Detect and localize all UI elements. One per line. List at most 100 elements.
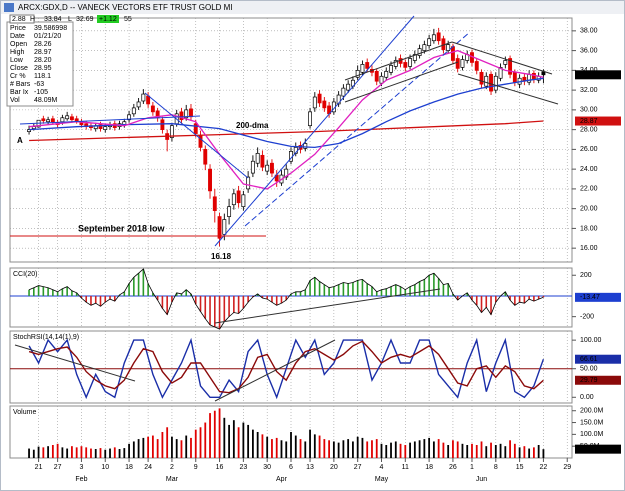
panel-frame bbox=[9, 267, 573, 328]
last-value-marker bbox=[575, 444, 621, 454]
candle-body bbox=[308, 111, 313, 127]
trendline bbox=[144, 92, 249, 179]
last-value-label: 29.79 bbox=[580, 377, 598, 384]
y-tick-label: 50.00 bbox=[580, 366, 598, 373]
candle-body bbox=[193, 123, 198, 134]
candle-body bbox=[141, 93, 146, 102]
candle-body bbox=[74, 118, 79, 122]
x-tick-label: 27 bbox=[54, 464, 62, 471]
candle-body bbox=[317, 93, 322, 104]
info-label: # Bars bbox=[10, 81, 31, 88]
candle-body bbox=[208, 168, 212, 192]
x-tick-label: 20 bbox=[330, 464, 338, 471]
candle-body bbox=[446, 44, 451, 51]
x-tick-label: 18 bbox=[125, 464, 133, 471]
info-label: Cr % bbox=[10, 73, 26, 80]
quote-text: 2.88 bbox=[12, 16, 26, 23]
candle-body bbox=[408, 58, 413, 67]
x-tick-label: 8 bbox=[494, 464, 498, 471]
candle-body bbox=[412, 54, 417, 61]
trendline bbox=[19, 115, 201, 125]
last-value-label: 37.40M bbox=[580, 446, 604, 453]
candle-body bbox=[46, 119, 51, 123]
candle-body bbox=[27, 129, 32, 132]
candle-body bbox=[450, 46, 455, 61]
x-tick-label: 30 bbox=[263, 464, 271, 471]
candle-body bbox=[150, 105, 155, 113]
info-value: -105 bbox=[34, 89, 48, 96]
moving-average bbox=[29, 120, 544, 142]
candle-body bbox=[531, 72, 536, 80]
info-label: Close bbox=[10, 65, 28, 72]
quote-text: H bbox=[30, 16, 35, 23]
info-value: 01/21/20 bbox=[34, 33, 61, 40]
trendline bbox=[214, 15, 415, 247]
candle-body bbox=[474, 61, 479, 71]
candle-body bbox=[541, 71, 546, 76]
x-tick-label: 26 bbox=[449, 464, 457, 471]
quote-text: 32.69 bbox=[76, 16, 94, 23]
candle-body bbox=[255, 152, 260, 164]
candle-body bbox=[103, 126, 108, 130]
y-tick-label: 150.0M bbox=[580, 419, 604, 426]
trendline bbox=[451, 41, 553, 75]
candle-body bbox=[508, 58, 513, 75]
last-value-marker bbox=[575, 70, 621, 80]
candle-body bbox=[189, 108, 193, 118]
y-tick-label: 100.00 bbox=[580, 337, 602, 344]
candle-body bbox=[512, 71, 517, 83]
y-tick-label: 200 bbox=[580, 272, 592, 279]
y-tick-label: 18.00 bbox=[580, 225, 598, 232]
cci-line bbox=[28, 268, 544, 330]
last-value-label: 66.61 bbox=[580, 356, 598, 363]
x-tick-label: 9 bbox=[194, 464, 198, 471]
candle-body bbox=[127, 114, 132, 121]
y-tick-label: 38.00 bbox=[580, 28, 598, 35]
candle-body bbox=[98, 124, 103, 129]
info-value: 39.586998 bbox=[34, 25, 67, 32]
trendline bbox=[214, 288, 441, 324]
y-tick-label: 20.00 bbox=[580, 205, 598, 212]
x-tick-label: 3 bbox=[79, 464, 83, 471]
x-tick-label: 2 bbox=[170, 464, 174, 471]
candle-body bbox=[422, 44, 427, 51]
app-icon bbox=[4, 3, 14, 12]
last-value-label: -13.47 bbox=[580, 294, 600, 301]
title-bar bbox=[1, 1, 624, 14]
info-value: 28.95 bbox=[34, 65, 52, 72]
candle-body bbox=[503, 60, 508, 65]
last-value-marker bbox=[575, 354, 621, 364]
candle-body bbox=[336, 94, 341, 105]
candle-body bbox=[436, 32, 441, 42]
x-tick-label: 27 bbox=[354, 464, 362, 471]
candle-body bbox=[246, 176, 251, 190]
x-tick-label: 11 bbox=[402, 464, 409, 471]
x-tick-label: 15 bbox=[516, 464, 524, 471]
last-value-label: 33.55 bbox=[580, 72, 598, 79]
panel-title: StochRSI(14,14(1),9) bbox=[13, 334, 79, 341]
candle-body bbox=[384, 70, 389, 78]
quote-text: 55 bbox=[124, 16, 132, 23]
candle-body bbox=[212, 196, 217, 211]
candle-body bbox=[393, 60, 398, 67]
panel-title: CCI(20) bbox=[13, 271, 38, 278]
candle-body bbox=[493, 75, 498, 91]
trendline bbox=[344, 61, 459, 103]
y-tick-label: 22.00 bbox=[580, 186, 598, 193]
candle-body bbox=[179, 111, 184, 121]
candle-body bbox=[41, 118, 46, 122]
info-label: Bar Ix bbox=[10, 89, 29, 96]
panels: 38.0036.0034.0032.0030.0028.0026.0024.00… bbox=[9, 17, 604, 483]
quote-box bbox=[97, 15, 119, 23]
candle-body bbox=[484, 75, 489, 87]
x-tick-label: 1 bbox=[470, 464, 474, 471]
x-tick-label: 21 bbox=[35, 464, 43, 471]
x-tick-label: 22 bbox=[540, 464, 548, 471]
candle-body bbox=[136, 101, 141, 108]
candle-body bbox=[365, 62, 370, 69]
candle-body bbox=[250, 160, 255, 174]
candle-body bbox=[431, 34, 436, 42]
info-value: -63 bbox=[34, 81, 44, 88]
month-label: Jun bbox=[476, 476, 487, 483]
